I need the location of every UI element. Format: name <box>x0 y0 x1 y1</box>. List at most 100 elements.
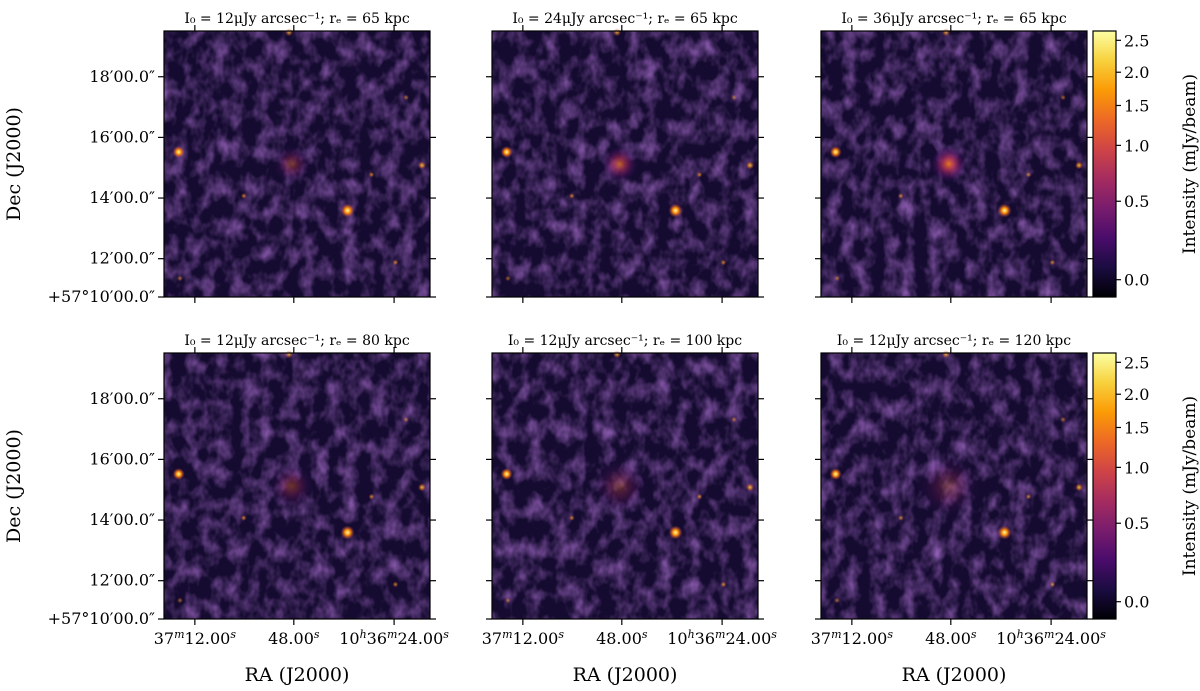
diffuse-emission <box>918 455 980 517</box>
point-source <box>746 483 755 492</box>
panel-title: I₀ = 24μJy arcsec⁻¹; rₑ = 65 kpc <box>512 11 737 27</box>
ra-tick-label: 37m12.00s <box>154 628 237 649</box>
point-source <box>176 597 183 604</box>
point-source <box>176 275 183 282</box>
point-source <box>1075 161 1084 170</box>
colorbar-tick-label: 0.5 <box>1124 514 1149 533</box>
point-source <box>504 597 511 604</box>
map-frame <box>491 352 759 620</box>
point-source <box>833 275 840 282</box>
x-axis-label: RA (J2000) <box>573 664 678 686</box>
point-source <box>500 146 513 159</box>
point-source <box>829 468 842 481</box>
point-source <box>568 514 575 521</box>
panel-title: I₀ = 12μJy arcsec⁻¹; rₑ = 80 kpc <box>184 333 409 349</box>
point-source <box>172 468 185 481</box>
point-source <box>418 161 427 170</box>
point-source <box>1049 581 1056 588</box>
panel-title: I₀ = 12μJy arcsec⁻¹; rₑ = 65 kpc <box>184 11 409 27</box>
colorbar-tick-label: 2.0 <box>1124 385 1149 404</box>
point-source <box>340 525 355 540</box>
dec-tick-label: 16′00.0″ <box>89 449 155 468</box>
ra-tick-label: 10h36m24.00s <box>667 628 777 649</box>
point-source <box>418 483 427 492</box>
map-panel: I₀ = 12μJy arcsec⁻¹; rₑ = 80 kpc 18′00.0″… <box>48 333 450 648</box>
map-panel: I₀ = 12μJy arcsec⁻¹; rₑ = 65 kpc 18′00.0″… <box>48 11 436 306</box>
point-source <box>392 259 399 266</box>
point-source <box>1060 416 1067 423</box>
point-source <box>731 416 738 423</box>
point-source <box>613 28 622 37</box>
dec-tick-label: +57°10′00.0″ <box>48 609 155 628</box>
point-source <box>942 350 951 359</box>
point-source <box>1025 493 1032 500</box>
y-axis-label: Dec (J2000) <box>3 107 25 221</box>
point-source <box>668 525 683 540</box>
point-source <box>696 171 703 178</box>
ra-tick-label: 10h36m24.00s <box>339 628 449 649</box>
panel-title: I₀ = 12μJy arcsec⁻¹; rₑ = 120 kpc <box>837 333 1071 349</box>
point-source <box>897 514 904 521</box>
colorbar-tick-label: 2.0 <box>1124 63 1149 82</box>
colorbar-tick-label: 1.0 <box>1124 458 1149 477</box>
colorbar-tick-label: 1.0 <box>1124 136 1149 155</box>
diffuse-emission <box>273 146 310 182</box>
x-axis-label: RA (J2000) <box>245 664 350 686</box>
point-source <box>613 350 622 359</box>
point-source <box>240 192 247 199</box>
colorbar-tick-label: 2.5 <box>1124 31 1149 50</box>
diffuse-emission <box>270 464 314 508</box>
dec-tick-label: 18′00.0″ <box>89 67 155 86</box>
colorbar-tick-label: 0.0 <box>1124 271 1149 290</box>
colorbar-tick-label: 1.5 <box>1124 96 1149 115</box>
point-source <box>668 203 683 218</box>
dec-tick-label: 12′00.0″ <box>89 571 155 590</box>
diffuse-emission <box>601 146 638 182</box>
colorbar-label: Intensity (mJy/beam) <box>1180 74 1200 254</box>
point-source <box>172 146 185 159</box>
dec-tick-label: 14′00.0″ <box>89 188 155 207</box>
point-source <box>720 581 727 588</box>
dec-tick-label: 12′00.0″ <box>89 249 155 268</box>
point-source <box>340 203 355 218</box>
point-source <box>1060 94 1067 101</box>
map-frame <box>163 352 431 620</box>
panel-title: I₀ = 12μJy arcsec⁻¹; rₑ = 100 kpc <box>508 333 742 349</box>
point-source <box>403 94 410 101</box>
colorbar-tick-label: 0.0 <box>1124 593 1149 612</box>
dec-tick-label: 16′00.0″ <box>89 127 155 146</box>
point-source <box>942 28 951 37</box>
dec-tick-label: 14′00.0″ <box>89 510 155 529</box>
diffuse-emission <box>930 146 967 182</box>
map-panel: I₀ = 36μJy arcsec⁻¹; rₑ = 65 kpc 2.5 2.0 1.… <box>815 11 1200 303</box>
point-source <box>897 192 904 199</box>
point-source <box>833 597 840 604</box>
ra-tick-label: 48.00s <box>268 628 320 649</box>
panel-title: I₀ = 36μJy arcsec⁻¹; rₑ = 65 kpc <box>841 11 1066 27</box>
map-panel: I₀ = 24μJy arcsec⁻¹; rₑ = 65 kpc <box>486 11 764 303</box>
dec-tick-label: +57°10′00.0″ <box>48 287 155 306</box>
colorbar <box>1092 352 1117 620</box>
point-source <box>1025 171 1032 178</box>
ra-tick-label: 48.00s <box>596 628 648 649</box>
map-frame <box>820 30 1088 298</box>
diffuse-emission <box>593 459 646 513</box>
point-source <box>368 171 375 178</box>
ra-tick-label: 48.00s <box>925 628 977 649</box>
map-frame <box>163 30 431 298</box>
point-source <box>720 259 727 266</box>
colorbar-label: Intensity (mJy/beam) <box>1180 396 1200 576</box>
point-source <box>1049 259 1056 266</box>
ra-tick-label: 37m12.00s <box>482 628 565 649</box>
ra-tick-label: 37m12.00s <box>811 628 894 649</box>
point-source <box>997 203 1012 218</box>
colorbar <box>1092 30 1117 298</box>
point-source <box>746 161 755 170</box>
point-source <box>285 28 294 37</box>
y-axis-label: Dec (J2000) <box>3 429 25 543</box>
point-source <box>731 94 738 101</box>
point-source <box>1075 483 1084 492</box>
point-source <box>568 192 575 199</box>
point-source <box>997 525 1012 540</box>
